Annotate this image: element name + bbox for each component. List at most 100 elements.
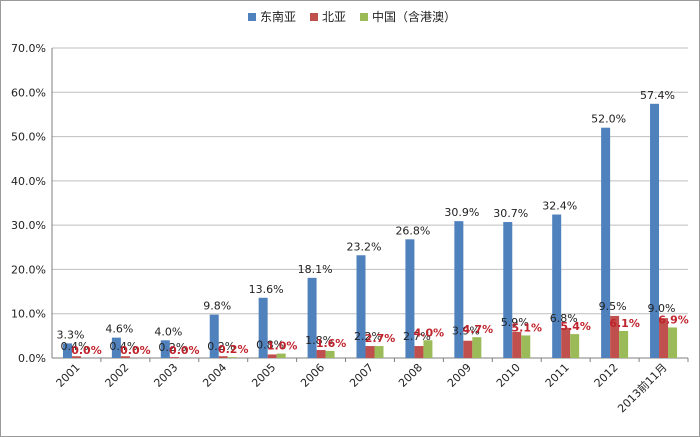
bar-southeast-asia bbox=[111, 337, 121, 358]
x-category-label: 2001 bbox=[54, 361, 83, 390]
data-label-china: 4.0% bbox=[414, 326, 445, 339]
legend-swatch-southeast-asia bbox=[248, 12, 256, 21]
legend-item-china: 中国（含港澳） bbox=[360, 8, 456, 25]
bar-china bbox=[521, 335, 531, 358]
bar-southeast-asia bbox=[405, 239, 415, 358]
bar-north-asia bbox=[267, 354, 277, 358]
data-label-southeast-asia: 26.8% bbox=[395, 224, 430, 237]
legend: 东南亚 北亚 中国（含港澳） bbox=[248, 8, 456, 25]
data-label-southeast-asia: 30.7% bbox=[493, 207, 528, 220]
data-label-china: 0.2% bbox=[218, 343, 249, 356]
data-label-china: 4.7% bbox=[463, 323, 494, 336]
y-tick-label: 40.0% bbox=[11, 175, 46, 188]
bar-north-asia bbox=[71, 356, 81, 358]
data-label-southeast-asia: 23.2% bbox=[347, 240, 382, 253]
data-label-north-asia: 0.2% bbox=[158, 341, 186, 354]
legend-item-southeast-asia: 东南亚 bbox=[248, 8, 296, 25]
y-tick-label: 50.0% bbox=[11, 131, 46, 144]
bar-north-asia bbox=[218, 356, 228, 358]
x-category-label: 2011 bbox=[543, 361, 572, 390]
x-category-label: 2007 bbox=[347, 361, 376, 390]
data-label-china: 5.1% bbox=[512, 321, 543, 334]
data-label-north-asia: 0.4% bbox=[60, 340, 88, 353]
bar-southeast-asia bbox=[62, 343, 72, 358]
data-label-north-asia: 2.2% bbox=[354, 330, 382, 343]
data-label-china: 1.6% bbox=[316, 337, 347, 350]
legend-label-china: 中国（含港澳） bbox=[372, 10, 457, 24]
y-tick-label: 10.0% bbox=[11, 308, 46, 321]
x-category-label: 2006 bbox=[298, 361, 327, 390]
data-label-north-asia: 2.7% bbox=[403, 330, 431, 343]
legend-label-north-asia: 北亚 bbox=[322, 10, 347, 24]
bar-north-asia bbox=[512, 331, 522, 358]
bar-southeast-asia bbox=[356, 255, 366, 358]
data-label-southeast-asia: 13.6% bbox=[249, 283, 284, 296]
bar-southeast-asia bbox=[307, 277, 317, 358]
data-label-north-asia: 5.9% bbox=[501, 316, 529, 329]
data-label-china: 5.4% bbox=[560, 320, 591, 333]
bar-southeast-asia bbox=[160, 340, 170, 358]
data-label-southeast-asia: 3.3% bbox=[56, 328, 84, 341]
bar-china bbox=[668, 327, 678, 358]
bar-north-asia bbox=[414, 346, 424, 358]
data-label-southeast-asia: 32.4% bbox=[542, 200, 577, 213]
data-label-southeast-asia: 52.0% bbox=[591, 113, 626, 126]
data-label-china: 0.0% bbox=[120, 344, 151, 357]
data-label-china: 0.0% bbox=[169, 344, 200, 357]
data-label-north-asia: 3.9% bbox=[452, 325, 480, 338]
data-label-southeast-asia: 18.1% bbox=[298, 263, 333, 276]
data-label-north-asia: 0.4% bbox=[109, 340, 137, 353]
data-label-north-asia: 9.0% bbox=[648, 302, 676, 315]
bar-southeast-asia bbox=[503, 222, 513, 358]
bar-north-asia bbox=[120, 356, 130, 358]
bar-southeast-asia bbox=[552, 214, 562, 358]
data-label-china: 2.7% bbox=[365, 332, 396, 345]
bar-china bbox=[472, 337, 482, 358]
data-label-north-asia: 0.8% bbox=[256, 338, 284, 351]
x-category-label: 2002 bbox=[103, 361, 132, 390]
data-label-north-asia: 1.8% bbox=[305, 334, 333, 347]
bar-china bbox=[570, 334, 580, 358]
legend-swatch-china bbox=[360, 12, 369, 21]
x-category-label: 2009 bbox=[445, 361, 474, 390]
x-category-label: 2012 bbox=[592, 361, 621, 390]
bar-north-asia bbox=[463, 340, 473, 358]
data-label-southeast-asia: 30.9% bbox=[444, 206, 479, 219]
data-label-china: 6.9% bbox=[658, 313, 689, 326]
data-label-china: 1.0% bbox=[267, 340, 298, 353]
bar-china bbox=[276, 353, 286, 358]
bar-north-asia bbox=[316, 350, 326, 358]
bar-southeast-asia bbox=[258, 297, 268, 358]
data-label-north-asia: 6.8% bbox=[550, 312, 578, 325]
bar-china bbox=[423, 340, 433, 358]
x-category-label: 2004 bbox=[200, 361, 229, 390]
bar-north-asia bbox=[169, 357, 179, 358]
data-label-china: 6.1% bbox=[609, 317, 640, 330]
legend-swatch-north-asia bbox=[310, 12, 319, 21]
bar-china bbox=[374, 346, 384, 358]
y-tick-label: 30.0% bbox=[11, 219, 46, 232]
y-tick-label: 20.0% bbox=[11, 263, 46, 276]
bar-north-asia bbox=[659, 318, 669, 358]
bar-china bbox=[619, 330, 629, 358]
bar-southeast-asia bbox=[454, 221, 464, 358]
data-label-southeast-asia: 4.0% bbox=[154, 325, 182, 338]
bar-southeast-asia bbox=[209, 314, 219, 358]
data-label-north-asia: 9.5% bbox=[599, 300, 627, 313]
data-label-southeast-asia: 57.4% bbox=[640, 89, 675, 102]
bar-china bbox=[325, 350, 335, 358]
y-tick-label: 60.0% bbox=[11, 86, 46, 99]
x-category-label: 2013前11月 bbox=[615, 360, 670, 415]
x-category-label: 2003 bbox=[151, 361, 180, 390]
bar-southeast-asia bbox=[650, 103, 660, 358]
bar-southeast-asia bbox=[601, 127, 611, 358]
legend-label-southeast-asia: 东南亚 bbox=[260, 10, 297, 24]
data-label-china: 0.0% bbox=[71, 344, 102, 357]
bar-north-asia bbox=[365, 346, 375, 358]
y-tick-label: 0.0% bbox=[18, 352, 46, 365]
y-tick-label: 70.0% bbox=[11, 42, 46, 55]
x-category-label: 2008 bbox=[396, 361, 425, 390]
data-label-north-asia: 0.2% bbox=[207, 340, 235, 353]
data-label-southeast-asia: 9.8% bbox=[203, 300, 231, 313]
